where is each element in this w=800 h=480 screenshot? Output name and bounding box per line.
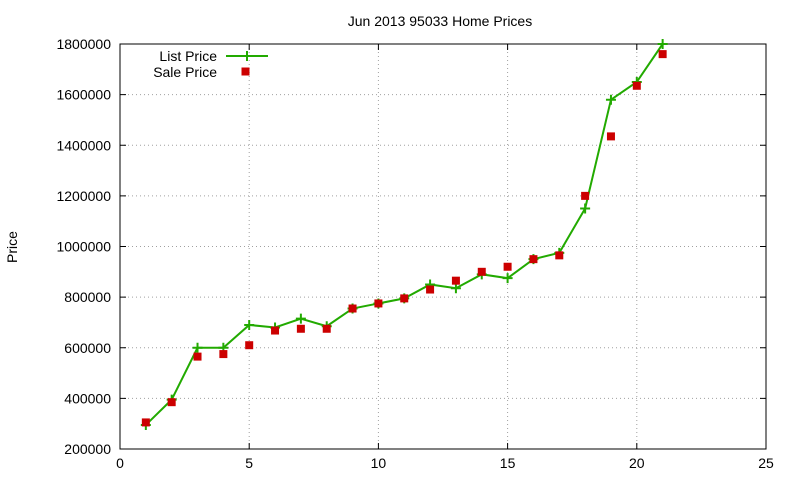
data-point-sale-price	[193, 352, 202, 361]
y-tick-label: 800000	[64, 289, 111, 305]
y-axis-label: Price	[4, 231, 20, 263]
data-point-list-price	[450, 283, 461, 294]
data-point-sale-price	[400, 294, 409, 303]
data-point-sale-price	[426, 285, 435, 294]
data-point-sale-price	[245, 341, 254, 350]
y-tick-label: 200000	[64, 441, 111, 457]
grid-lines	[120, 44, 766, 449]
legend-label-sale-price: Sale Price	[153, 64, 217, 80]
data-point-sale-price	[271, 326, 280, 335]
data-point-sale-price	[451, 276, 460, 285]
y-tick-label: 1800000	[56, 36, 111, 52]
data-point-sale-price	[503, 262, 512, 271]
x-tick-label: 5	[245, 455, 253, 471]
data-point-sale-price	[581, 191, 590, 200]
y-tick-label: 400000	[64, 390, 111, 406]
series-list-price	[140, 39, 668, 430]
legend-marker-list-price	[242, 51, 252, 61]
data-point-sale-price	[477, 267, 486, 276]
series-sale-price	[141, 50, 667, 427]
y-tick-label: 1000000	[56, 239, 111, 255]
x-tick-label: 0	[116, 455, 124, 471]
data-point-sale-price	[374, 299, 383, 308]
chart-title: Jun 2013 95033 Home Prices	[348, 13, 532, 29]
data-point-sale-price	[167, 398, 176, 407]
data-point-sale-price	[322, 324, 331, 333]
data-point-sale-price	[348, 304, 357, 313]
y-tick-label: 1600000	[56, 87, 111, 103]
data-point-list-price	[244, 319, 255, 330]
series-layer	[140, 39, 668, 430]
y-tick-label: 1400000	[56, 137, 111, 153]
data-point-sale-price	[141, 418, 150, 427]
x-tick-label: 10	[371, 455, 387, 471]
x-tick-label: 15	[500, 455, 516, 471]
data-point-list-price	[580, 203, 591, 214]
data-point-sale-price	[632, 81, 641, 90]
data-point-list-price	[295, 313, 306, 324]
x-tick-label: 20	[629, 455, 645, 471]
series-line-list-price	[145, 43, 664, 426]
data-point-sale-price	[296, 324, 305, 333]
axis-ticks: 0 5 10 15 20 25 200000 400000 600000 800000 100000…	[56, 36, 774, 471]
y-tick-label: 1200000	[56, 188, 111, 204]
data-point-sale-price	[219, 350, 228, 359]
data-point-sale-price	[658, 50, 667, 59]
data-point-list-price	[605, 94, 616, 105]
data-point-list-price	[502, 273, 513, 284]
data-point-list-price	[657, 39, 668, 49]
data-point-sale-price	[606, 132, 615, 141]
legend-marker-sale-price	[241, 67, 250, 76]
data-point-list-price	[192, 342, 203, 353]
legend: List Price Sale Price	[153, 48, 268, 80]
legend-label-list-price: List Price	[159, 48, 217, 64]
data-point-sale-price	[555, 251, 564, 260]
data-point-sale-price	[529, 255, 538, 264]
x-tick-label: 25	[758, 455, 774, 471]
y-tick-label: 600000	[64, 340, 111, 356]
